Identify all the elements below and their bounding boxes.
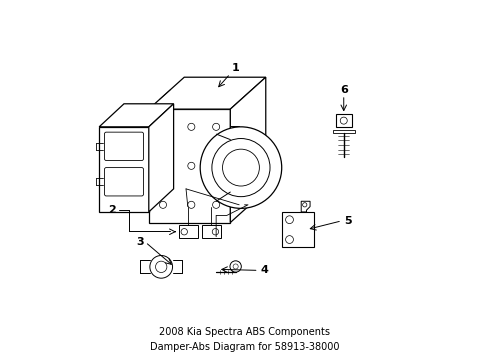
Circle shape: [181, 229, 187, 235]
Polygon shape: [148, 109, 230, 222]
Polygon shape: [281, 212, 313, 247]
Polygon shape: [140, 126, 148, 206]
FancyBboxPatch shape: [104, 168, 143, 196]
Circle shape: [229, 261, 241, 272]
Polygon shape: [335, 114, 351, 127]
Circle shape: [212, 123, 219, 130]
Polygon shape: [99, 127, 148, 212]
Polygon shape: [332, 130, 354, 133]
Circle shape: [222, 149, 259, 186]
Circle shape: [159, 201, 166, 208]
Polygon shape: [99, 104, 173, 127]
Text: 4: 4: [260, 265, 267, 275]
Polygon shape: [148, 104, 173, 212]
Text: 1: 1: [231, 63, 239, 73]
Text: 2008 Kia Spectra ABS Components
Damper-Abs Diagram for 58913-38000: 2008 Kia Spectra ABS Components Damper-A…: [149, 327, 339, 352]
Circle shape: [211, 139, 269, 197]
Circle shape: [187, 123, 195, 130]
Text: 5: 5: [344, 216, 351, 226]
Circle shape: [149, 256, 172, 278]
Circle shape: [302, 203, 306, 207]
FancyBboxPatch shape: [104, 132, 143, 161]
Circle shape: [187, 162, 195, 169]
Polygon shape: [230, 126, 239, 206]
Circle shape: [159, 123, 166, 130]
Polygon shape: [148, 77, 265, 109]
Circle shape: [212, 229, 218, 235]
Polygon shape: [301, 201, 309, 212]
Circle shape: [285, 236, 293, 243]
Circle shape: [340, 117, 346, 124]
Circle shape: [233, 264, 238, 269]
Polygon shape: [230, 77, 265, 222]
Circle shape: [187, 201, 195, 208]
Circle shape: [212, 201, 219, 208]
Polygon shape: [202, 225, 221, 238]
Text: 6: 6: [339, 85, 347, 95]
Circle shape: [200, 127, 281, 208]
Circle shape: [155, 261, 166, 273]
Circle shape: [159, 162, 166, 169]
Text: 3: 3: [136, 237, 143, 247]
Text: 2: 2: [107, 205, 115, 215]
Circle shape: [285, 216, 293, 224]
Polygon shape: [179, 225, 198, 238]
Circle shape: [212, 162, 219, 169]
